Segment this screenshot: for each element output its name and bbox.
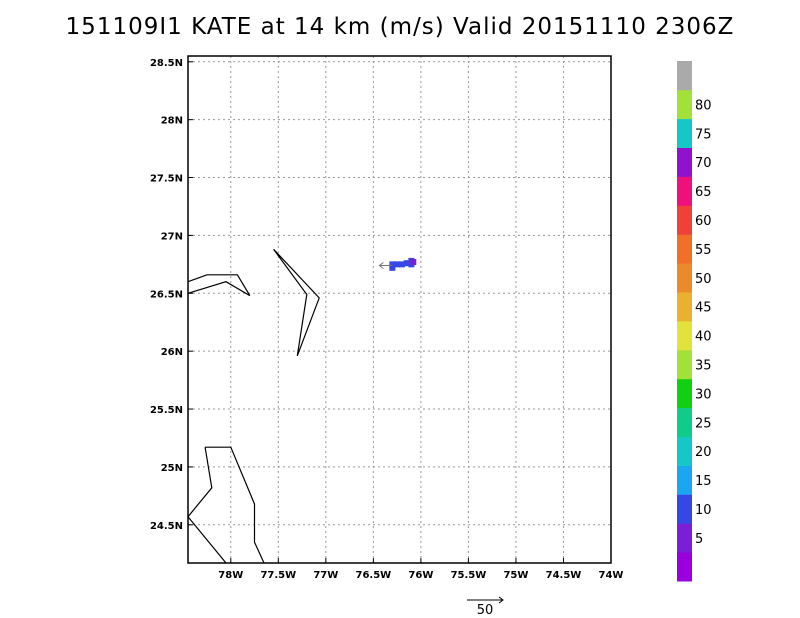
wind-cell	[394, 261, 401, 268]
wind-vector-head	[378, 262, 384, 269]
colorbar-label: 55	[695, 243, 712, 258]
lat-tick-label: 26N	[161, 347, 183, 358]
colorbar-label: 20	[695, 445, 712, 460]
colorbar-label: 30	[695, 387, 712, 402]
colorbar-label: 40	[695, 330, 712, 345]
colorbar-label: 70	[695, 156, 712, 171]
lat-tick-label: 25N	[161, 463, 183, 474]
coastline	[187, 447, 227, 564]
lon-tick-label: 75W	[503, 570, 528, 581]
wind-cell	[389, 261, 396, 268]
colorbar-label: 75	[695, 127, 712, 142]
colorbar-segment	[677, 118, 692, 148]
colorbar-segment	[677, 321, 692, 351]
lon-tick-label: 78W	[218, 570, 243, 581]
colorbar-segment	[677, 494, 692, 524]
colorbar-segment	[677, 407, 692, 437]
lon-tick-label: 76W	[408, 570, 433, 581]
colorbar-label: 5	[695, 532, 703, 547]
lat-tick-label: 28.5N	[150, 58, 183, 69]
colorbar-label: 45	[695, 301, 712, 316]
wind-cell	[398, 261, 405, 268]
lon-tick-label: 74W	[599, 570, 624, 581]
colorbar-label: 25	[695, 416, 712, 431]
colorbar-segment	[677, 350, 692, 380]
colorbar-segment	[677, 465, 692, 495]
colorbar-label: 60	[695, 214, 712, 229]
wind-speed-cells	[389, 257, 417, 271]
map-title: 151109I1 KATE at 14 km (m/s) Valid 20151…	[65, 14, 735, 40]
longitude-tick-labels: 78W 77.5W 77W 76.5W 76W 75.5W 75W 74.5W 74W	[218, 570, 623, 581]
reference-vector: 50	[467, 596, 504, 618]
lon-tick-label: 74.5W	[546, 570, 582, 581]
lat-tick-label: 28N	[161, 116, 183, 127]
latitude-tick-labels: 24.5N 25N 25.5N 26N 26.5N 27N 27.5N 28N 28.5N	[150, 58, 183, 532]
colorbar-segment	[677, 378, 692, 409]
wind-vectors	[378, 262, 393, 269]
colorbar-segment	[677, 263, 692, 293]
coastline	[273, 248, 320, 357]
colorbar-segment	[677, 234, 692, 264]
colorbar-label: 15	[695, 474, 712, 489]
lat-tick-label: 27.5N	[150, 174, 183, 185]
colorbar-label: 50	[695, 272, 712, 287]
colorbar-segment	[677, 523, 692, 553]
lat-tick-label: 26.5N	[150, 289, 183, 300]
colorbar-segment	[677, 61, 692, 91]
coastline	[187, 274, 251, 297]
lat-tick-label: 27N	[161, 231, 183, 242]
wind-cell	[389, 264, 396, 271]
map-frame	[187, 55, 612, 564]
colorbar-segment	[677, 552, 692, 582]
colorbar-label: 80	[695, 98, 712, 113]
colorbar-label: 10	[695, 503, 712, 518]
lat-lon-grid	[188, 56, 612, 563]
wind-cell	[403, 260, 410, 267]
lon-tick-label: 77.5W	[260, 570, 296, 581]
lon-tick-label: 76.5W	[356, 570, 392, 581]
coastlines	[187, 248, 320, 564]
reference-vector-label: 50	[477, 603, 494, 618]
colorbar: 5 10 15 20 25 30 35 40 45 50 55 60 65 70 75 80	[677, 61, 712, 582]
coastline	[205, 446, 265, 564]
colorbar-segment	[677, 436, 692, 466]
lat-tick-label: 25.5N	[150, 405, 183, 416]
colorbar-segment	[677, 176, 692, 206]
reference-vector-head	[498, 596, 504, 604]
colorbar-segment	[677, 89, 692, 120]
colorbar-segment	[677, 147, 692, 177]
wind-cell	[410, 259, 417, 266]
lat-tick-label: 24.5N	[150, 521, 183, 532]
colorbar-label: 35	[695, 358, 712, 373]
colorbar-label: 65	[695, 185, 712, 200]
colorbar-segment	[677, 292, 692, 322]
colorbar-segment	[677, 205, 692, 235]
lon-tick-label: 75.5W	[451, 570, 487, 581]
lon-tick-label: 77W	[313, 570, 338, 581]
